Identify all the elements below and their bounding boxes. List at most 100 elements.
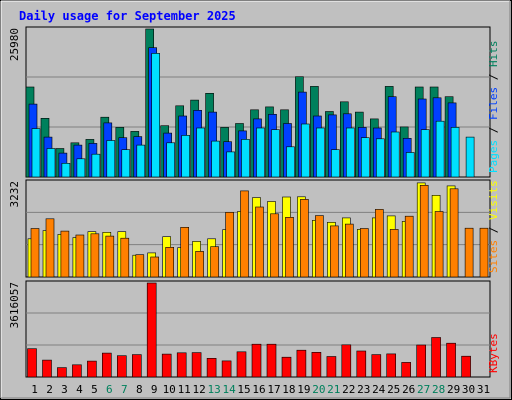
legend-part-visits-2: Visits	[487, 180, 500, 220]
x-tick-label-day-2: 2	[46, 383, 53, 396]
x-axis-labels: 1 2 3 4 5 6 7 8 9 10 11 12 13 14 15 16 17 18 19 20 21 22 23 24 2…	[31, 383, 490, 396]
bar-kbytes-kbytes-day-30	[461, 355, 471, 378]
bar-kbytes-kbytes-day-11	[176, 352, 187, 378]
x-tick-label-day-20: 20	[312, 383, 325, 396]
bar-kbytes-kbytes-day-7	[117, 355, 127, 378]
bar-visits-sites-day-1	[30, 228, 40, 278]
x-tick-label-day-25: 25	[387, 383, 400, 396]
x-tick-label-day-3: 3	[61, 383, 68, 396]
bar-visits-sites-day-21	[330, 225, 339, 278]
bar-visits-sites-day-10	[165, 247, 174, 278]
bar-hits-pages-day-30	[465, 136, 475, 178]
bar-kbytes-kbytes-day-12	[191, 352, 202, 378]
bar-hits-pages-day-3	[61, 163, 71, 178]
bar-hits-pages-day-21	[331, 149, 340, 178]
panel-visits: 3232 Sites / Visits	[8, 179, 500, 278]
legend-label-hits: Pages / Files / Hits	[487, 41, 500, 174]
bar-hits-pages-day-5	[91, 153, 101, 178]
bar-visits-sites-day-6	[105, 235, 115, 278]
bar-hits-pages-day-18	[286, 146, 295, 178]
bar-visits-sites-day-23	[359, 228, 369, 278]
bar-visits-sites-day-30	[464, 227, 474, 278]
x-tick-label-day-30: 30	[462, 383, 475, 396]
bar-visits-sites-day-5	[90, 233, 100, 278]
bar-hits-pages-day-22	[345, 127, 355, 178]
bar-visits-sites-day-20	[315, 215, 324, 278]
bar-kbytes-kbytes-day-17	[266, 343, 277, 378]
bar-visits-sites-day-15	[240, 190, 249, 278]
bar-visits-sites-day-18	[285, 217, 294, 278]
x-tick-label-day-8: 8	[136, 383, 143, 396]
bar-hits-pages-day-6	[106, 140, 116, 178]
bar-visits-sites-day-14	[225, 212, 234, 278]
bar-kbytes-kbytes-day-2	[42, 359, 52, 378]
bar-hits-pages-day-17	[271, 129, 280, 178]
x-tick-label-day-23: 23	[357, 383, 370, 396]
bar-visits-sites-day-19	[300, 199, 309, 278]
bar-hits-pages-day-19	[301, 123, 310, 178]
bar-hits-pages-day-12	[196, 127, 205, 178]
bar-visits-sites-day-16	[255, 206, 264, 278]
bar-kbytes-kbytes-day-3	[57, 367, 67, 378]
x-tick-label-day-14: 14	[222, 383, 236, 396]
bar-visits-sites-day-8	[135, 254, 145, 278]
bar-hits-pages-day-25	[390, 131, 400, 178]
bar-visits-sites-day-9	[150, 256, 159, 278]
bar-kbytes-kbytes-day-28	[431, 337, 441, 378]
bar-kbytes-kbytes-day-22	[341, 344, 352, 378]
x-tick-label-day-6: 6	[106, 383, 113, 396]
bar-hits-pages-day-7	[121, 149, 131, 178]
bar-hits-pages-day-13	[211, 140, 220, 178]
legend-part-hits-3: /	[487, 67, 500, 87]
bar-visits-sites-day-25	[389, 229, 399, 278]
bar-visits-sites-day-11	[180, 227, 189, 278]
x-tick-label-day-9: 9	[151, 383, 158, 396]
bar-kbytes-kbytes-day-18	[281, 356, 292, 378]
x-tick-label-day-27: 27	[417, 383, 430, 396]
bar-kbytes-kbytes-day-29	[446, 342, 456, 378]
x-tick-label-day-5: 5	[91, 383, 98, 396]
bar-visits-sites-day-2	[45, 218, 55, 278]
panel-hits: 25980 Pages / Files / Hits	[8, 26, 500, 178]
bar-hits-pages-day-27	[420, 129, 430, 178]
bar-hits-pages-day-23	[360, 137, 370, 178]
bar-kbytes-kbytes-day-23	[356, 350, 367, 378]
x-tick-label-day-31: 31	[477, 383, 490, 396]
bar-kbytes-kbytes-day-16	[251, 343, 262, 378]
x-tick-label-day-22: 22	[342, 383, 355, 396]
bar-visits-sites-day-28	[434, 211, 444, 278]
bar-kbytes-kbytes-day-1	[27, 348, 37, 378]
bar-kbytes-kbytes-day-4	[72, 364, 82, 378]
x-tick-label-day-21: 21	[327, 383, 340, 396]
x-tick-label-day-11: 11	[178, 383, 191, 396]
x-tick-label-day-19: 19	[297, 383, 310, 396]
bar-hits-pages-day-2	[46, 148, 56, 178]
x-tick-label-day-28: 28	[432, 383, 445, 396]
bar-hits-pages-day-16	[256, 127, 265, 178]
bar-visits-sites-day-7	[120, 237, 130, 278]
bar-kbytes-kbytes-day-24	[371, 354, 382, 378]
chart-title: Daily usage for September 2025	[19, 9, 236, 23]
y-max-label-kbytes: 3616057	[8, 282, 21, 328]
bar-visits-sites-day-12	[195, 251, 204, 278]
bar-kbytes-kbytes-day-26	[401, 362, 412, 378]
x-tick-label-day-17: 17	[267, 383, 280, 396]
bar-kbytes-kbytes-day-14	[221, 360, 232, 378]
legend-part-hits-1: /	[487, 120, 500, 140]
bar-hits-pages-day-4	[76, 158, 86, 178]
bar-visits-sites-day-4	[75, 234, 85, 278]
x-tick-label-day-12: 12	[192, 383, 205, 396]
bar-hits-pages-day-11	[181, 135, 190, 178]
bar-kbytes-kbytes-day-15	[236, 351, 247, 378]
bar-visits-sites-day-13	[210, 246, 219, 278]
x-tick-label-day-16: 16	[252, 383, 265, 396]
bar-hits-pages-day-15	[241, 139, 250, 178]
bar-hits-pages-day-29	[450, 127, 460, 178]
y-max-label-hits: 25980	[8, 28, 21, 61]
bar-visits-sites-day-29	[449, 188, 459, 278]
bar-hits-pages-day-10	[166, 142, 175, 178]
legend-part-kbytes-0: KBytes	[487, 333, 500, 373]
bar-visits-sites-day-24	[374, 209, 384, 278]
bar-kbytes-kbytes-day-20	[311, 351, 322, 378]
